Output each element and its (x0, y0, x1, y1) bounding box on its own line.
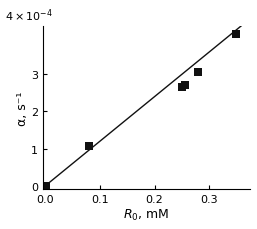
Point (43, 184, 48, 188)
X-axis label: $R_0$, mM: $R_0$, mM (123, 207, 170, 222)
Point (87, 144, 91, 148)
Text: $4\times10^{-4}$: $4\times10^{-4}$ (5, 7, 53, 24)
Y-axis label: α, s⁻¹: α, s⁻¹ (16, 91, 29, 125)
Point (182, 84, 187, 87)
Point (234, 33, 238, 36)
Point (196, 71, 200, 75)
Point (180, 86, 184, 90)
